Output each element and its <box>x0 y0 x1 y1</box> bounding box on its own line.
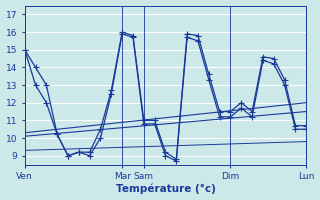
X-axis label: Température (°c): Température (°c) <box>116 184 215 194</box>
